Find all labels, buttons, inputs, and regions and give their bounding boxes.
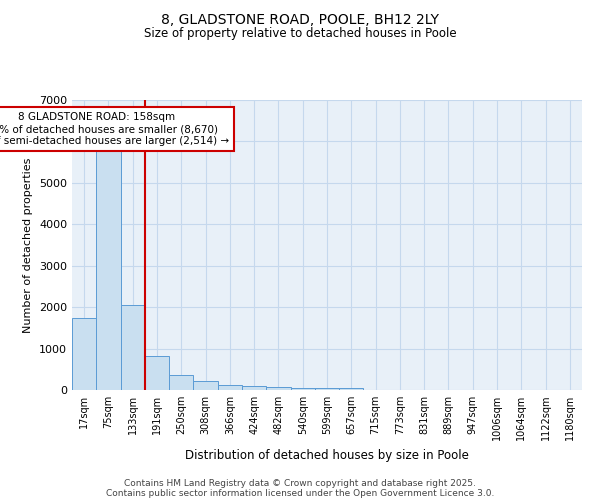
Bar (315, 388, 339, 390)
Text: Contains HM Land Registry data © Crown copyright and database right 2025.: Contains HM Land Registry data © Crown c… (124, 478, 476, 488)
Bar (266, 387, 290, 390)
Bar (218, 385, 242, 390)
Bar (96, 150, 121, 390)
Bar (72, 318, 96, 390)
Bar (145, 356, 169, 390)
Bar (121, 305, 145, 390)
Text: 8, GLADSTONE ROAD, POOLE, BH12 2LY: 8, GLADSTONE ROAD, POOLE, BH12 2LY (161, 12, 439, 26)
Text: Size of property relative to detached houses in Poole: Size of property relative to detached ho… (143, 28, 457, 40)
Y-axis label: Number of detached properties: Number of detached properties (23, 158, 34, 332)
Text: 8 GLADSTONE ROAD: 158sqm
← 77% of detached houses are smaller (8,670)
22% of sem: 8 GLADSTONE ROAD: 158sqm ← 77% of detach… (0, 112, 229, 146)
Bar (169, 375, 193, 390)
X-axis label: Distribution of detached houses by size in Poole: Distribution of detached houses by size … (185, 448, 469, 462)
Bar (193, 380, 218, 390)
Bar (242, 386, 266, 390)
Bar (290, 388, 315, 390)
Bar (339, 388, 364, 390)
Text: Contains public sector information licensed under the Open Government Licence 3.: Contains public sector information licen… (106, 488, 494, 498)
